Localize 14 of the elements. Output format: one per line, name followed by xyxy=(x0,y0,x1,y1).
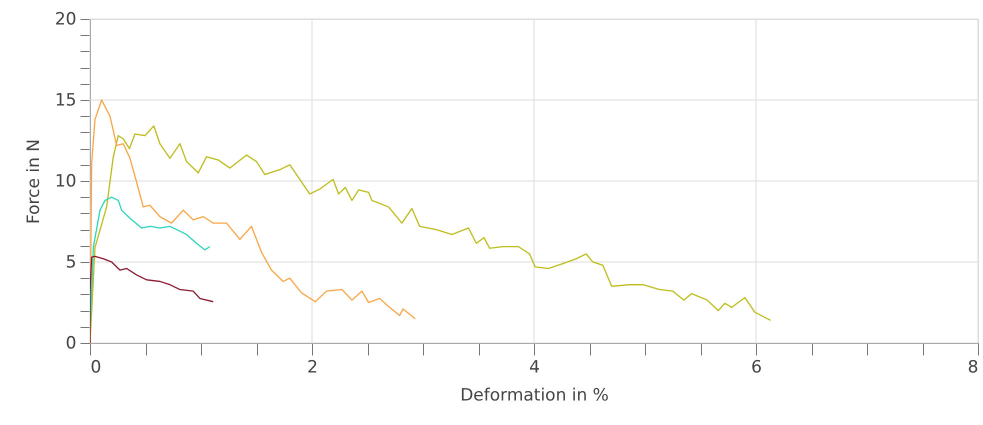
y-tick-label: 5 xyxy=(66,252,76,272)
y-tick-label: 10 xyxy=(54,172,76,192)
y-axis-title: Force in N xyxy=(24,138,44,224)
line-series xyxy=(90,256,214,343)
y-tick-label: 15 xyxy=(54,90,76,110)
y-tick-label: 20 xyxy=(54,10,76,30)
x-tick-label: 4 xyxy=(529,358,540,378)
x-tick-label: 2 xyxy=(307,358,318,378)
x-tick-label: 8 xyxy=(968,358,978,378)
x-tick-label: 0 xyxy=(90,358,102,378)
y-tick-label: 0 xyxy=(66,334,76,354)
x-axis-title: Deformation in % xyxy=(460,386,609,406)
line-series xyxy=(90,125,772,343)
x-tick-label: 6 xyxy=(751,358,762,378)
